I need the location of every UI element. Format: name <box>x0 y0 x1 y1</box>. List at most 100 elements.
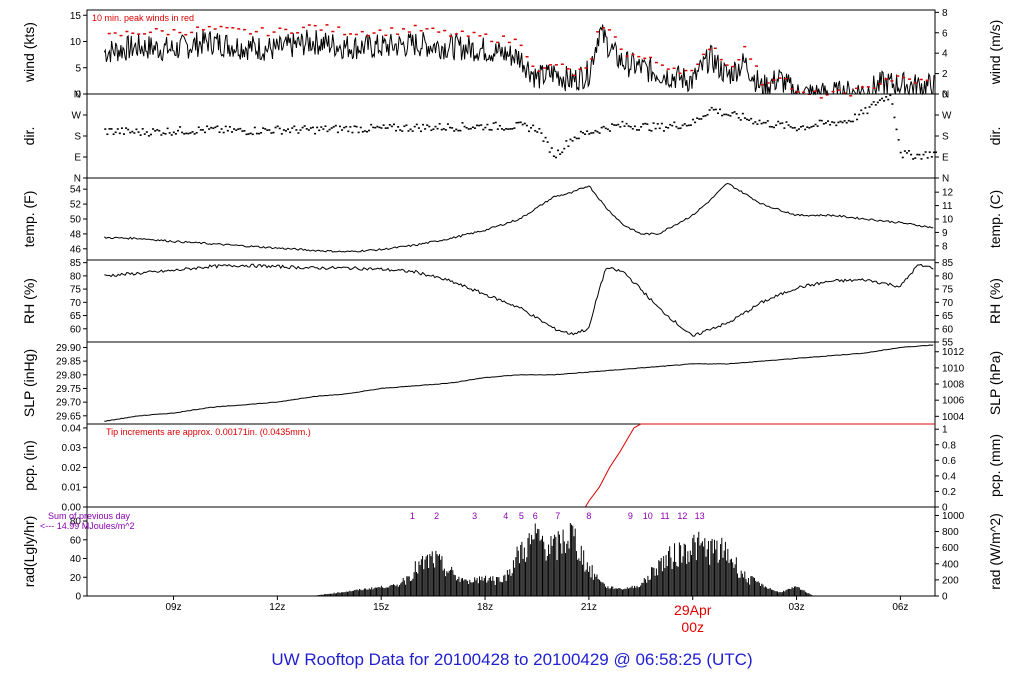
dir-point <box>644 122 647 125</box>
dir-point <box>257 132 260 135</box>
dir-point <box>378 126 381 129</box>
dir-point <box>324 125 327 128</box>
wind-peak-mark <box>913 82 917 84</box>
rad-right-tick-label: 0 <box>942 592 948 603</box>
wind-peak-mark <box>660 64 664 66</box>
wind-peak-mark <box>860 86 864 88</box>
dir-point <box>444 129 447 131</box>
wind-peak-mark <box>537 70 541 73</box>
dir-point <box>341 129 344 131</box>
dir-point <box>851 120 854 123</box>
dir-point <box>885 96 888 98</box>
dir-point <box>673 121 676 124</box>
dir-point <box>858 113 861 116</box>
dir-point <box>918 153 921 156</box>
pcp-line <box>104 423 935 508</box>
dir-point <box>241 130 244 132</box>
dir-point <box>372 126 375 129</box>
wind-peak-mark <box>507 41 511 44</box>
wind-peak-mark <box>284 28 288 31</box>
dir-point <box>179 126 182 128</box>
dir-point <box>548 151 551 153</box>
dir-point <box>629 125 632 128</box>
dir-point <box>365 130 368 133</box>
wind-peak-mark <box>896 75 900 77</box>
slp-left-tick-label: 29.90 <box>56 343 81 354</box>
slp-right-tick-label: 1004 <box>942 412 965 423</box>
wind-peak-mark <box>301 26 305 29</box>
dir-point <box>455 128 458 131</box>
rh-left-tick-label: 85 <box>70 258 82 269</box>
dir-point <box>507 128 510 130</box>
dir-point <box>662 130 665 132</box>
dir-point <box>424 128 427 130</box>
wind-peak-mark <box>466 35 470 37</box>
wind-peak-mark <box>443 29 447 32</box>
dir-point <box>110 128 113 130</box>
dir-point <box>199 129 202 131</box>
wind-peak-mark <box>725 64 729 66</box>
wind-peak-mark <box>349 33 353 35</box>
dir-point <box>415 123 418 126</box>
dir-point <box>278 127 281 130</box>
wind-peak-mark <box>560 63 564 65</box>
dir-point <box>687 124 690 127</box>
dir-point <box>409 128 412 131</box>
dir-point <box>494 121 497 124</box>
dir-point <box>125 127 128 129</box>
wind-peak-mark <box>543 67 547 69</box>
dir-point <box>532 124 535 127</box>
dir-point <box>127 128 130 131</box>
rad-right-tick-label: 200 <box>942 575 959 586</box>
dir-point <box>511 128 514 130</box>
dir-ylabel-right: dir. <box>987 127 1003 146</box>
dir-point <box>380 127 383 129</box>
temp-right-tick-label: 12 <box>942 188 954 199</box>
wind-peak-mark <box>331 30 335 33</box>
dir-point <box>384 127 387 129</box>
wind-peak-mark <box>413 24 417 27</box>
dir-point <box>633 125 636 128</box>
dir-point <box>546 141 549 143</box>
wind-peak-mark <box>719 58 723 61</box>
dir-point <box>876 101 879 104</box>
wind-ylabel-right: wind (m/s) <box>987 20 1003 86</box>
dir-point <box>554 156 557 159</box>
dir-point <box>280 133 283 135</box>
dir-point <box>478 124 481 127</box>
dir-point <box>770 125 773 128</box>
dir-point <box>253 126 256 129</box>
date-label: 29Apr <box>674 602 712 618</box>
dir-point <box>239 127 242 130</box>
dir-frame <box>86 93 936 179</box>
dir-point <box>868 106 871 108</box>
dir-point <box>818 119 821 122</box>
dir-point <box>397 126 400 128</box>
dir-point <box>897 139 900 141</box>
dir-point <box>463 125 466 128</box>
x-tick-label: 09z <box>165 602 181 613</box>
wind-peak-mark <box>343 33 347 36</box>
dir-point <box>623 125 626 127</box>
dir-point <box>170 134 173 136</box>
dir-point <box>428 125 431 128</box>
dir-point <box>540 132 543 134</box>
dir-point <box>291 127 294 129</box>
wind-peak-mark <box>190 31 194 34</box>
dir-point <box>145 131 148 133</box>
dir-point <box>642 123 645 125</box>
dir-point <box>621 120 624 123</box>
slp-left-tick-label: 29.85 <box>56 357 81 368</box>
wind-peak-mark <box>760 84 764 86</box>
dir-point <box>802 125 805 127</box>
dir-point <box>361 130 364 133</box>
dir-point <box>860 109 863 112</box>
dir-point <box>835 124 838 127</box>
wind-peak-mark <box>407 31 411 33</box>
dir-point <box>702 115 705 118</box>
dir-point <box>482 128 485 131</box>
dir-point <box>457 129 460 132</box>
dir-point <box>608 130 611 132</box>
dir-point <box>106 133 109 136</box>
wind-peak-mark <box>166 33 170 36</box>
